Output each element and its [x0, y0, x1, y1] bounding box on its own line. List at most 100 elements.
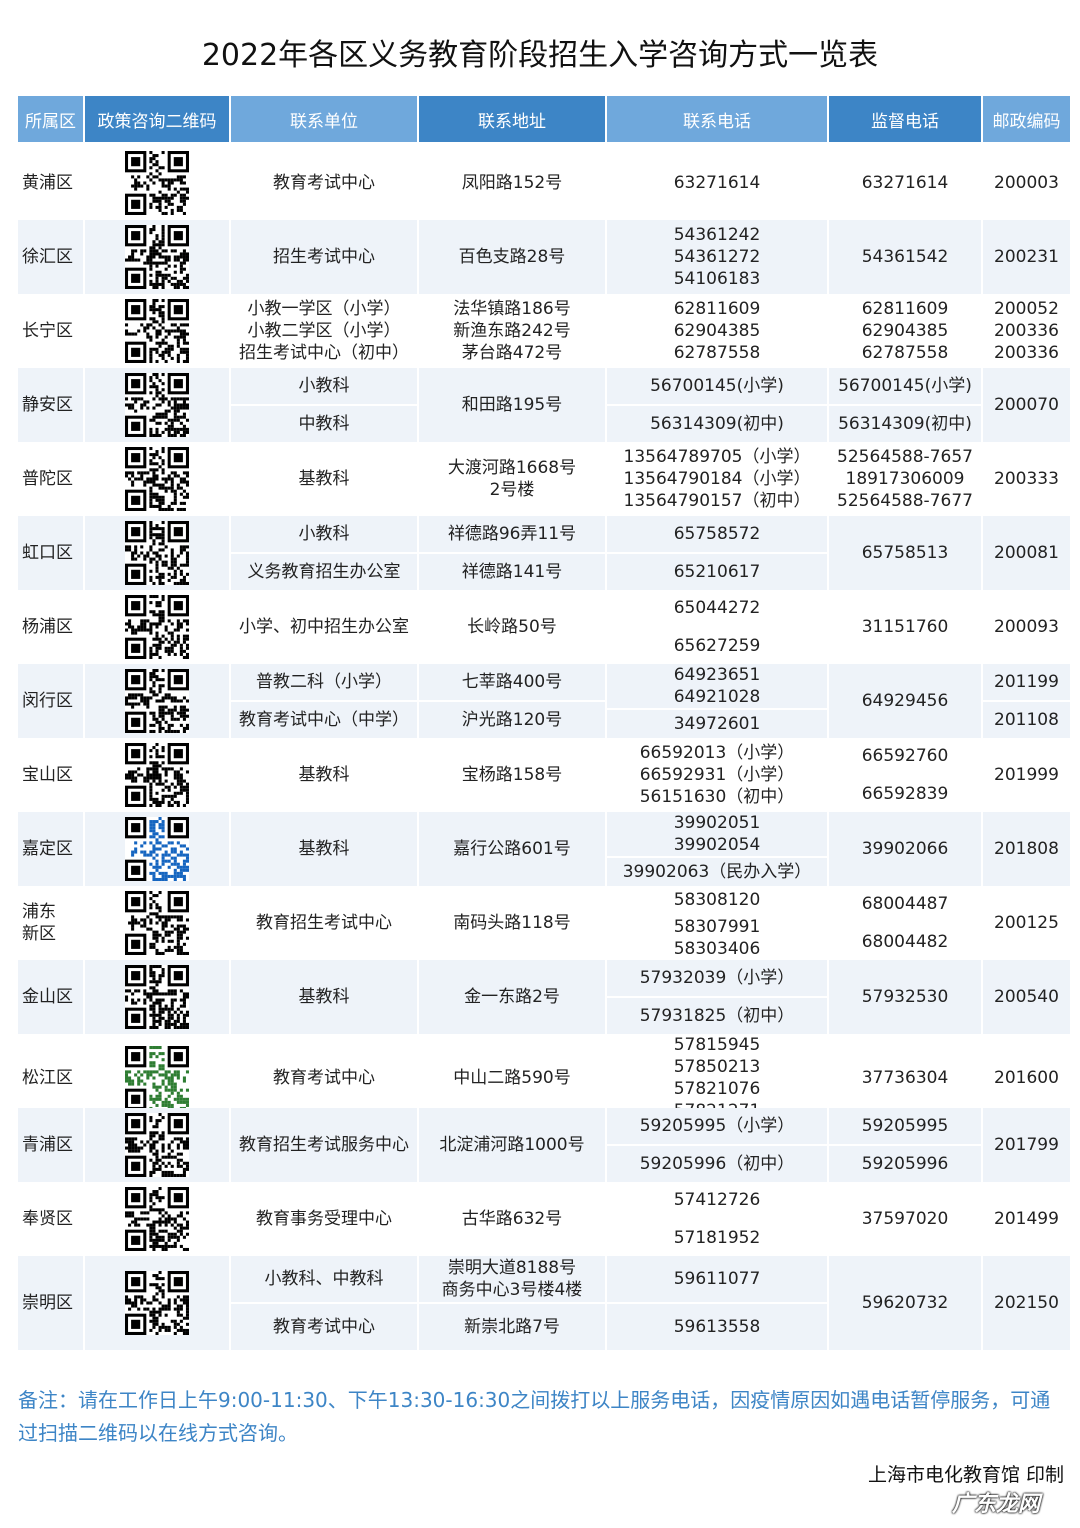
address-cell: 南码头路118号	[453, 913, 571, 933]
supervise-cell: 57932530	[829, 960, 981, 1034]
phone-cell: 39902051 39902054 39902063（民办入学）	[607, 812, 827, 886]
table-row: 闵行区 普教二科（小学） 教育考试中心（中学） 七莘路400号 沪光路120号 64923…	[18, 664, 1070, 738]
header-address: 联系地址	[419, 96, 605, 142]
address-cell: 北淀浦河路1000号	[419, 1108, 605, 1182]
district-cell: 徐汇区	[18, 220, 83, 294]
phone-cell: 66592013（小学） 66592931（小学） 56151630（初中）	[639, 743, 795, 807]
district-cell: 长宁区	[22, 321, 73, 341]
unit-cell: 小教科、中教科 教育考试中心	[231, 1256, 417, 1350]
address-subcell: 祥德路96弄11号	[419, 516, 605, 552]
phone-subcell: 59205996（初中）	[607, 1144, 827, 1182]
phone-subcell: 57932039（小学）	[607, 960, 827, 996]
postcode-cell: 201199 201108	[983, 664, 1070, 738]
supervise-cell: 63271614	[861, 173, 949, 193]
qr-code-icon[interactable]	[125, 299, 189, 363]
phone-subcell: 57412726	[673, 1190, 761, 1210]
postcode-subcell: 201108	[983, 700, 1070, 738]
qr-cell	[85, 368, 229, 442]
address-cell: 宝杨路158号	[461, 765, 563, 785]
supervise-cell: 59205995 59205996	[829, 1108, 981, 1182]
address-cell: 七莘路400号 沪光路120号	[419, 664, 605, 738]
address-cell: 百色支路28号	[419, 220, 605, 294]
supervise-subcell: 59205995	[829, 1108, 981, 1144]
unit-cell: 基教科	[298, 765, 350, 785]
unit-cell: 小学、初中招生办公室	[239, 617, 409, 637]
qr-code-icon[interactable]	[125, 521, 189, 585]
postcode-cell: 201799	[983, 1108, 1070, 1182]
postcode-cell: 201808	[983, 812, 1070, 886]
address-cell: 嘉行公路601号	[419, 812, 605, 886]
header-district: 所属区	[18, 96, 83, 142]
qr-code-icon[interactable]	[125, 151, 189, 215]
supervise-subcell: 56700145(小学)	[829, 368, 981, 404]
phone-subcell: 65758572	[607, 516, 827, 552]
table-row: 宝山区 基教科 宝杨路158号 66592013（小学） 66592931（小学） 5…	[18, 738, 1064, 812]
phone-cell: 57932039（小学） 57931825（初中）	[607, 960, 827, 1034]
qr-code-icon[interactable]	[125, 447, 189, 511]
address-subcell: 新崇北路7号	[419, 1302, 605, 1350]
supervise-cell: 64929456	[829, 664, 981, 738]
qr-code-icon[interactable]	[125, 1046, 189, 1110]
address-cell: 凤阳路152号	[461, 173, 563, 193]
table-row: 崇明区 小教科、中教科 教育考试中心 崇明大道8188号 商务中心3号楼4楼 新崇北路7…	[18, 1256, 1070, 1350]
qr-code-icon[interactable]	[125, 595, 189, 659]
qr-code-icon[interactable]	[125, 373, 189, 437]
unit-cell: 教育考试中心	[273, 1068, 375, 1088]
phone-cell: 59205995（小学） 59205996（初中）	[607, 1108, 827, 1182]
postcode-cell: 200231	[983, 220, 1070, 294]
address-cell: 祥德路96弄11号 祥德路141号	[419, 516, 605, 590]
district-cell: 闵行区	[18, 664, 83, 738]
district-cell: 青浦区	[18, 1108, 83, 1182]
qr-code-icon[interactable]	[125, 225, 189, 289]
qr-code-icon[interactable]	[125, 891, 189, 955]
qr-cell	[85, 294, 229, 368]
table-row: 虹口区 小教科 义务教育招生办公室 祥德路96弄11号 祥德路141号 65758572 6…	[18, 516, 1070, 590]
address-cell: 和田路195号	[419, 368, 605, 442]
phone-cell: 58308120 58307991 58303406	[607, 886, 827, 960]
address-subcell: 沪光路120号	[419, 700, 605, 738]
printer-credit: 上海市电化教育馆 印制	[867, 1464, 1064, 1486]
qr-cell	[85, 886, 229, 960]
qr-cell	[85, 442, 229, 516]
phone-subcell: 59611077	[607, 1256, 827, 1302]
phone-cell: 56700145(小学) 56314309(初中)	[607, 368, 827, 442]
qr-code-icon[interactable]	[125, 1187, 189, 1251]
postcode-cell: 200052 200336 200336	[994, 299, 1059, 363]
contact-table: 所属区 政策咨询二维码 联系单位 联系地址 联系电话 监督电话 邮政编码 黄浦区…	[18, 96, 1070, 1350]
district-cell: 虹口区	[18, 516, 83, 590]
unit-subcell: 小教科	[231, 516, 417, 552]
unit-cell: 普教二科（小学） 教育考试中心（中学）	[231, 664, 417, 738]
unit-subcell: 义务教育招生办公室	[231, 552, 417, 590]
qr-code-icon[interactable]	[125, 743, 189, 807]
qr-code-icon[interactable]	[125, 1113, 189, 1177]
district-cell: 奉贤区	[22, 1209, 73, 1229]
header-supervise: 监督电话	[829, 96, 981, 142]
supervise-cell: 31151760	[861, 617, 949, 637]
unit-cell: 基教科	[231, 812, 417, 886]
supervise-cell: 59620732	[829, 1256, 981, 1350]
phone-subcell: 64923651 64921028	[607, 664, 827, 708]
supervise-subcell: 56314309(初中)	[829, 404, 981, 442]
phone-subcell: 58307991 58303406	[607, 914, 827, 960]
qr-code-icon[interactable]	[125, 817, 189, 881]
phone-cell: 63271614	[673, 173, 761, 193]
district-cell: 嘉定区	[18, 812, 83, 886]
table-row: 长宁区 小教一学区（小学） 小教二学区（小学） 招生考试中心（初中） 法华镇路186…	[18, 294, 1064, 368]
qr-code-icon[interactable]	[125, 669, 189, 733]
qr-code-icon[interactable]	[125, 1271, 189, 1335]
supervise-cell: 54361542	[829, 220, 981, 294]
supervise-subcell: 68004482	[829, 922, 981, 960]
address-cell: 中山二路590号	[453, 1068, 571, 1088]
phone-cell: 65044272 65627259	[607, 590, 827, 664]
district-cell: 崇明区	[18, 1256, 83, 1350]
phone-cell: 13564789705（小学） 13564790184（小学） 13564790…	[623, 447, 811, 511]
qr-code-icon[interactable]	[125, 965, 189, 1029]
phone-subcell: 59613558	[607, 1302, 827, 1350]
table-row: 奉贤区 教育事务受理中心 古华路632号 57412726 57181952 375970…	[18, 1182, 1064, 1256]
table-row: 静安区 小教科 中教科 和田路195号 56700145(小学) 56314309(初中)…	[18, 368, 1070, 442]
table-row: 普陀区 基教科 大渡河路1668号 2号楼 13564789705（小学） 13564…	[18, 442, 1064, 516]
qr-cell	[85, 516, 229, 590]
table-row: 浦东 新区 教育招生考试中心 南码头路118号 58308120 58307991 58…	[18, 886, 1064, 960]
phone-cell: 54361242 54361272 54106183	[607, 220, 827, 294]
address-cell: 法华镇路186号 新渔东路242号 茅台路472号	[453, 299, 571, 363]
